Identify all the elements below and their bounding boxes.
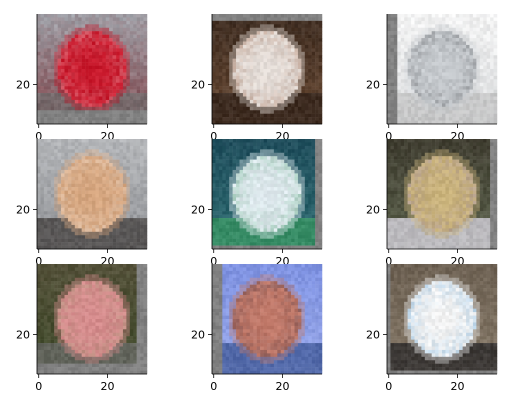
x-tick-label: 0	[385, 255, 392, 268]
y-tick-label: 20	[16, 78, 30, 91]
x-tick-label: 0	[385, 380, 392, 393]
y-tick-label: 20	[191, 328, 205, 341]
x-tick-label: 20	[100, 380, 114, 393]
y-tick-label: 20	[366, 328, 380, 341]
y-tick-label: 20	[16, 328, 30, 341]
y-tick-label: 20	[191, 203, 205, 216]
x-tick-label: 0	[35, 130, 42, 143]
x-tick-label: 0	[210, 380, 217, 393]
x-tick-label: 20	[275, 380, 289, 393]
image-panel: 0 20 20	[16, 264, 148, 393]
y-tick-label: 20	[366, 203, 380, 216]
y-tick-label: 20	[366, 78, 380, 91]
image-panel: 0 20 20	[366, 264, 498, 393]
x-tick-label: 20	[450, 380, 464, 393]
x-tick-label: 0	[35, 380, 42, 393]
y-tick-label: 20	[16, 203, 30, 216]
y-tick-label: 20	[191, 78, 205, 91]
x-tick-label: 0	[210, 130, 217, 143]
x-tick-label: 0	[35, 255, 42, 268]
x-tick-label: 0	[385, 130, 392, 143]
x-tick-label: 0	[210, 255, 217, 268]
image-panel: 0 20 20	[191, 264, 323, 393]
